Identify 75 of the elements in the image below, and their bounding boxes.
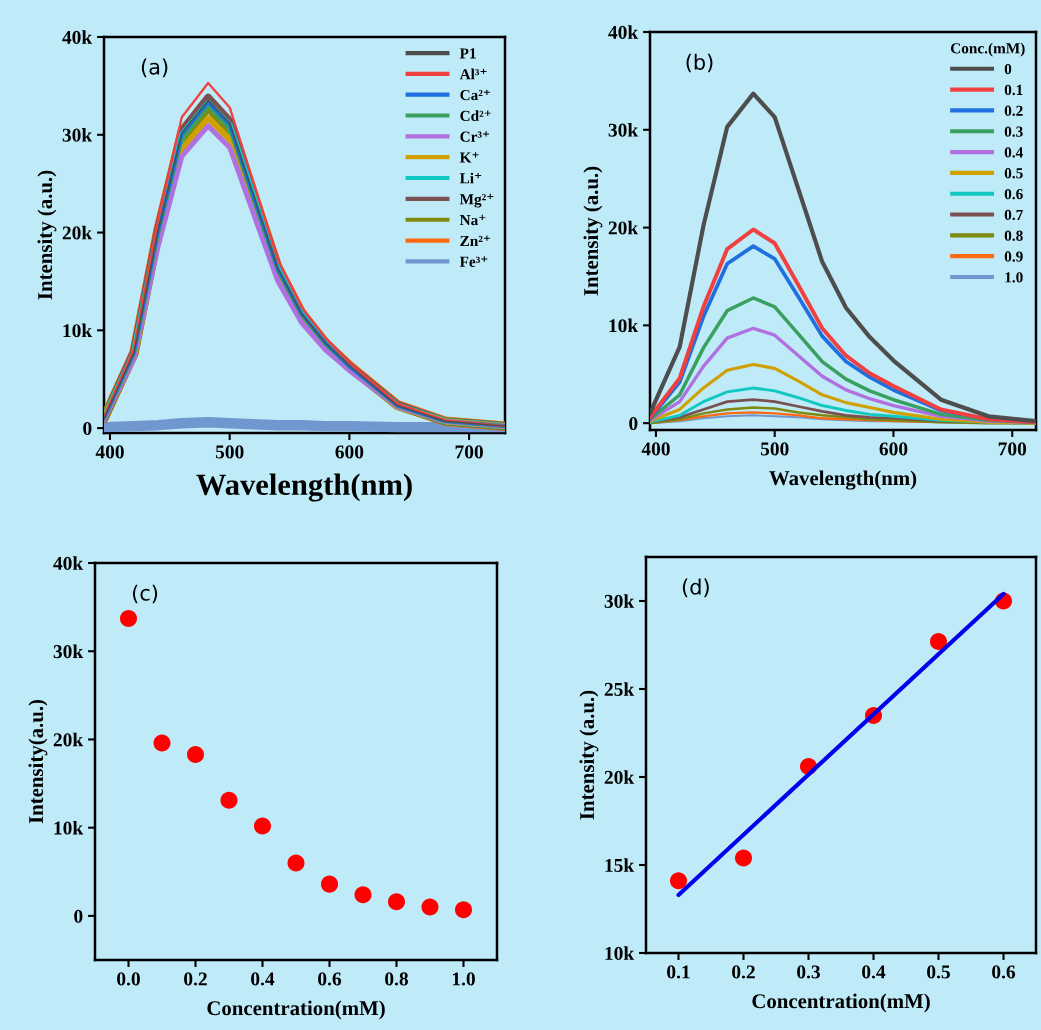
x-tick-label: 0.2 [732, 965, 755, 979]
legend-label: Zn²⁺ [460, 235, 490, 246]
x-tick-label: 0.6 [992, 965, 1016, 979]
legend-label: Li⁺ [459, 172, 482, 184]
y-tick-label: 40k [62, 30, 93, 44]
x-tick-label: 600 [335, 445, 364, 459]
legend-label: 0.6 [1004, 188, 1023, 200]
x-tick-label: 0.4 [251, 972, 275, 986]
y-tick-label: 0 [83, 421, 92, 436]
y-tick-label: 10k [63, 323, 93, 338]
legend-label: 1.0 [1005, 272, 1023, 283]
legend-label: 0.9 [1004, 251, 1023, 262]
y-tick-label: 40k [608, 25, 639, 39]
legend-title: Conc.(mM) [950, 42, 1025, 57]
legend-label: Mg²⁺ [459, 193, 494, 208]
legend-label: 0.7 [1004, 209, 1023, 221]
y-tick-label: 10k [54, 820, 84, 835]
legend-label: 0.2 [1004, 105, 1023, 116]
legend-label: 0 [1004, 63, 1012, 75]
x-tick-label: 400 [641, 442, 670, 456]
x-tick-label: 0.6 [318, 972, 342, 986]
y-tick-label: 30k [608, 123, 639, 137]
x-axis-title: Concentration(mM) [207, 1000, 385, 1020]
y-tick-label: 10k [605, 946, 635, 960]
x-tick-label: 0.5 [927, 965, 950, 979]
legend-label: P1 [459, 48, 476, 59]
x-tick-label: 0.1 [667, 965, 690, 979]
x-axis-title: Concentration(mM) [752, 993, 930, 1013]
x-tick-label: 700 [455, 445, 483, 459]
legend-label: 0.3 [1004, 126, 1023, 137]
legend-label: Cd²⁺ [460, 110, 491, 122]
legend-label: 0.8 [1004, 230, 1023, 241]
x-tick-label: 700 [998, 442, 1027, 456]
y-tick-label: 15k [605, 858, 635, 872]
legend-label: Ca²⁺ [460, 89, 490, 101]
x-tick-label: 400 [95, 445, 124, 459]
x-tick-label: 0.8 [385, 972, 409, 986]
annotation: (d) [682, 578, 709, 598]
y-tick-label: 30k [53, 644, 84, 659]
legend-label: 0.5 [1004, 168, 1023, 179]
y-axis-title: Intensity (a.u.) [583, 166, 603, 296]
legend-label: Al³⁺ [459, 68, 487, 80]
y-tick-label: 30k [62, 128, 93, 142]
y-tick-label: 25k [604, 682, 635, 696]
legend-label: K⁺ [459, 152, 479, 163]
x-tick-label: 500 [215, 445, 244, 459]
y-axis-title: Intensity(a.u.) [28, 699, 48, 824]
annotation: (b) [686, 53, 713, 73]
y-tick-label: 0 [629, 416, 638, 431]
y-tick-label: 0 [74, 909, 83, 923]
y-tick-label: 20k [62, 225, 93, 240]
legend-label: Cr³⁺ [460, 131, 490, 142]
legend-label: 0.4 [1004, 147, 1023, 158]
y-tick-label: 20k [53, 732, 84, 747]
x-tick-label: 0.0 [117, 972, 140, 986]
legend-label: 0.1 [1004, 84, 1023, 96]
y-tick-label: 40k [53, 556, 84, 570]
x-axis-title: Wavelength(nm) [769, 470, 917, 490]
annotation: (a) [141, 58, 168, 78]
y-axis-title: Intensity (a.u.) [579, 690, 599, 820]
legend-label: Na⁺ [459, 214, 486, 226]
y-tick-label: 10k [609, 318, 639, 333]
y-tick-label: 20k [608, 220, 639, 235]
y-tick-label: 30k [604, 594, 635, 608]
x-tick-label: 0.4 [862, 965, 886, 979]
y-tick-label: 20k [604, 770, 635, 784]
legend-label: Fe³⁺ [459, 256, 488, 267]
x-tick-label: 500 [760, 442, 789, 456]
x-tick-label: 1.0 [452, 972, 475, 986]
x-tick-label: 0.3 [797, 965, 820, 979]
annotation: (c) [132, 584, 158, 604]
x-tick-label: 600 [879, 442, 908, 456]
x-tick-label: 0.2 [184, 972, 207, 986]
y-axis-title: Intensity (a.u.) [37, 170, 57, 300]
x-axis-title: Wavelength(nm) [196, 473, 412, 502]
